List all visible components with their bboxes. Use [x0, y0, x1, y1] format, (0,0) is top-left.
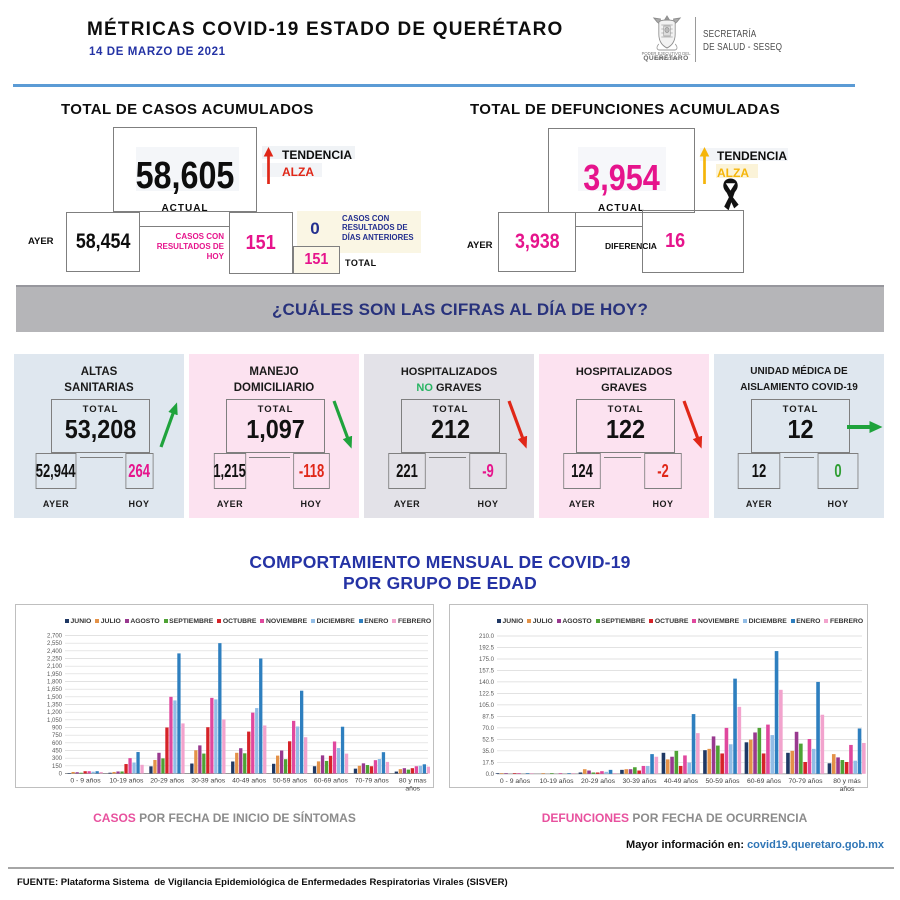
svg-text:50-59 años: 50-59 años	[273, 778, 308, 785]
svg-text:600: 600	[52, 741, 63, 747]
svg-text:0 - 9 años: 0 - 9 años	[500, 778, 531, 785]
svg-text:52.5: 52.5	[482, 737, 494, 743]
svg-text:20-29 años: 20-29 años	[150, 778, 185, 785]
svg-text:20-29 años: 20-29 años	[581, 778, 616, 785]
svg-text:1,650: 1,650	[47, 687, 63, 693]
svg-text:40-49 años: 40-49 años	[664, 778, 699, 785]
svg-text:1,200: 1,200	[47, 710, 63, 716]
svg-text:105.0: 105.0	[479, 703, 495, 709]
svg-text:0.0: 0.0	[486, 772, 495, 778]
svg-text:años: años	[840, 786, 855, 793]
svg-text:750: 750	[52, 733, 63, 739]
svg-text:17.5: 17.5	[482, 760, 494, 766]
svg-text:30-39 años: 30-39 años	[622, 778, 657, 785]
svg-text:175.0: 175.0	[479, 657, 495, 663]
svg-text:1,050: 1,050	[47, 718, 63, 724]
svg-text:40-49 años: 40-49 años	[232, 778, 267, 785]
svg-text:70-79 años: 70-79 años	[788, 778, 823, 785]
svg-text:años: años	[405, 786, 420, 793]
svg-text:192.5: 192.5	[479, 646, 495, 652]
svg-text:80 y más: 80 y más	[833, 778, 861, 785]
svg-text:60-69 años: 60-69 años	[747, 778, 782, 785]
svg-text:10-19 años: 10-19 años	[539, 778, 574, 785]
svg-text:210.0: 210.0	[479, 634, 495, 640]
svg-text:60-69 años: 60-69 años	[314, 778, 349, 785]
svg-text:2,400: 2,400	[47, 649, 63, 655]
svg-text:450: 450	[52, 749, 63, 755]
svg-text:1,800: 1,800	[47, 680, 63, 686]
svg-text:122.5: 122.5	[479, 691, 495, 697]
svg-text:900: 900	[52, 726, 63, 732]
svg-text:2,550: 2,550	[47, 641, 63, 647]
svg-text:140.0: 140.0	[479, 680, 495, 686]
svg-text:10-19 años: 10-19 años	[109, 778, 144, 785]
svg-text:300: 300	[52, 756, 63, 762]
svg-text:0: 0	[59, 772, 63, 778]
svg-text:50-59 años: 50-59 años	[705, 778, 740, 785]
svg-text:157.5: 157.5	[479, 669, 495, 675]
svg-text:1,950: 1,950	[47, 672, 63, 678]
svg-text:150: 150	[52, 764, 63, 770]
svg-text:2,700: 2,700	[47, 634, 63, 640]
svg-text:35.0: 35.0	[482, 749, 494, 755]
svg-text:2,250: 2,250	[47, 657, 63, 663]
svg-text:0 - 9 años: 0 - 9 años	[70, 778, 101, 785]
svg-text:70-79 años: 70-79 años	[355, 778, 390, 785]
svg-text:87.5: 87.5	[482, 714, 494, 720]
svg-text:80 y mas: 80 y mas	[399, 778, 427, 785]
svg-text:2,100: 2,100	[47, 664, 63, 670]
svg-text:30-39 años: 30-39 años	[191, 778, 226, 785]
svg-text:1,350: 1,350	[47, 703, 63, 709]
svg-text:70.0: 70.0	[482, 726, 494, 732]
svg-text:1,500: 1,500	[47, 695, 63, 701]
